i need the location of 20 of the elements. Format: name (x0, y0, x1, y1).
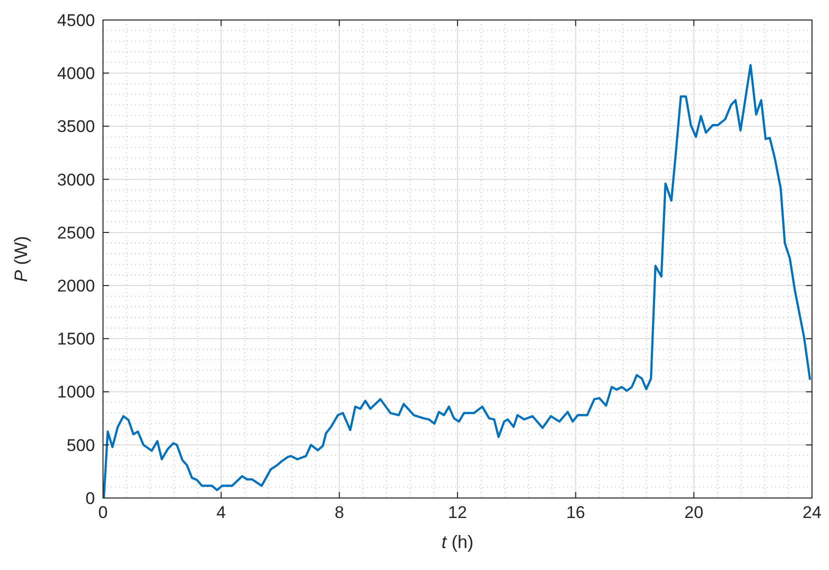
y-tick-label: 1000 (57, 382, 95, 402)
y-axis-title: P (W) (11, 236, 31, 282)
y-tick-label: 3500 (57, 117, 95, 136)
x-tick-label: 16 (566, 503, 586, 522)
x-tick-label: 8 (334, 503, 344, 522)
x-tick-label: 24 (802, 503, 822, 522)
x-tick-label: 12 (448, 503, 467, 522)
y-tick-label: 4500 (57, 10, 95, 30)
y-tick-label: 2000 (57, 276, 95, 296)
y-tick-label: 0 (86, 488, 95, 508)
y-tick-label: 4000 (57, 64, 95, 84)
y-tick-label: 3000 (57, 170, 95, 190)
y-tick-label: 2500 (57, 223, 95, 242)
y-tick-label: 1500 (57, 330, 95, 349)
x-tick-label: 0 (98, 503, 108, 522)
line-series (102, 64, 812, 498)
x-axis-title: t (h) (441, 532, 474, 552)
x-tick-label: 4 (216, 503, 226, 522)
x-tick-label: 20 (684, 503, 704, 522)
y-tick-label: 500 (66, 436, 95, 455)
